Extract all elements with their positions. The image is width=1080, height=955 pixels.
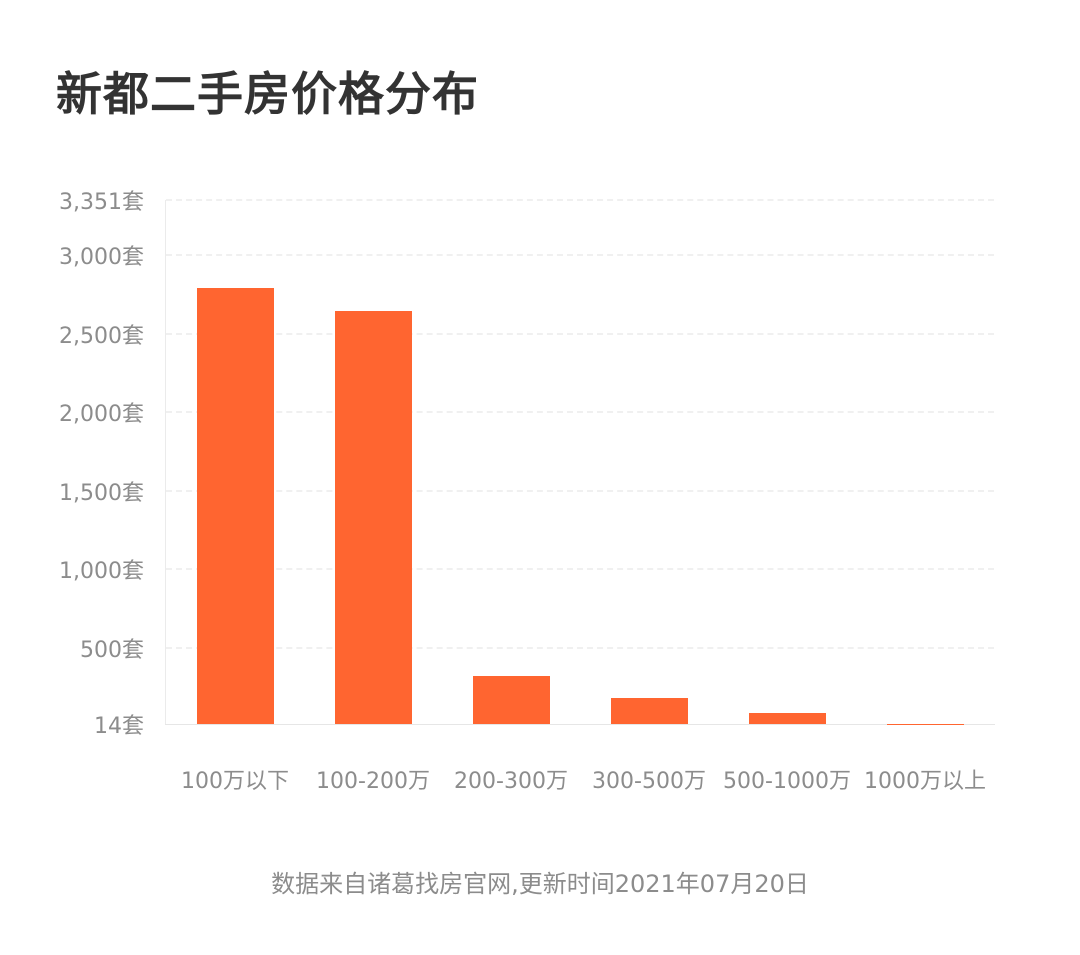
data-source-note: 数据来自诸葛找房官网,更新时间2021年07月20日 [271, 870, 809, 898]
x-tick-label: 1000万以上 [864, 769, 986, 794]
x-tick-label: 300-500万 [592, 769, 706, 794]
y-tick-label: 14套 [94, 714, 144, 739]
chart-title: 新都二手房价格分布 [56, 67, 479, 121]
gridline [166, 568, 994, 571]
x-tick-label: 500-1000万 [723, 769, 851, 794]
gridline [166, 199, 994, 201]
y-tick-label: 3,351套 [59, 190, 144, 215]
bar[interactable] [196, 288, 274, 724]
gridline [166, 646, 994, 649]
x-tick-label: 100万以下 [181, 769, 289, 794]
gridline [166, 332, 994, 335]
y-tick-label: 500套 [80, 637, 144, 663]
y-tick-label: 2,000套 [59, 402, 144, 428]
gridline [166, 254, 994, 257]
y-tick-label: 1,500套 [59, 480, 144, 506]
x-tick-label: 200-300万 [454, 769, 568, 794]
x-axis-line [165, 724, 995, 725]
bar[interactable] [610, 697, 688, 724]
y-tick-label: 1,000套 [59, 559, 144, 585]
y-tick-label: 2,500套 [59, 323, 144, 349]
bar[interactable] [886, 724, 964, 725]
gridline [166, 489, 994, 492]
y-tick-label: 3,000套 [59, 245, 144, 271]
bar[interactable] [748, 713, 826, 724]
gridline [166, 411, 994, 414]
x-tick-label: 100-200万 [316, 769, 430, 794]
y-axis-line [165, 200, 166, 724]
bar[interactable] [334, 310, 412, 724]
bar[interactable] [472, 675, 550, 724]
